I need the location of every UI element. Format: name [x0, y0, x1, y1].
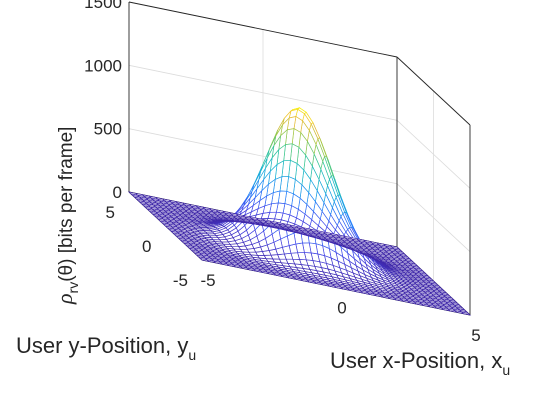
box-edge: [128, 1, 398, 58]
x-tick-label: 5: [471, 326, 480, 345]
box-edge: [396, 56, 471, 126]
y-axis-label: User y-Position, yu: [16, 333, 196, 363]
y-tick-label: 0: [142, 237, 151, 256]
x-axis-label: User x-Position, xu: [330, 348, 510, 378]
z-axis-label: ρrv(θ) [bits per frame]: [52, 127, 81, 305]
surface-mesh: [127, 106, 472, 316]
x-tick-label: 0: [337, 299, 346, 318]
grid-line: [128, 1, 471, 126]
y-tick-label: -5: [173, 271, 188, 290]
z-tick-label: 1500: [84, 0, 122, 12]
z-tick-label: 0: [113, 183, 122, 202]
surface-cell: [127, 191, 139, 196]
x-tick-label: -5: [200, 271, 215, 290]
z-tick-label: 1000: [84, 56, 122, 75]
z-tick-label: 500: [94, 120, 122, 139]
y-tick-label: 5: [106, 203, 115, 222]
